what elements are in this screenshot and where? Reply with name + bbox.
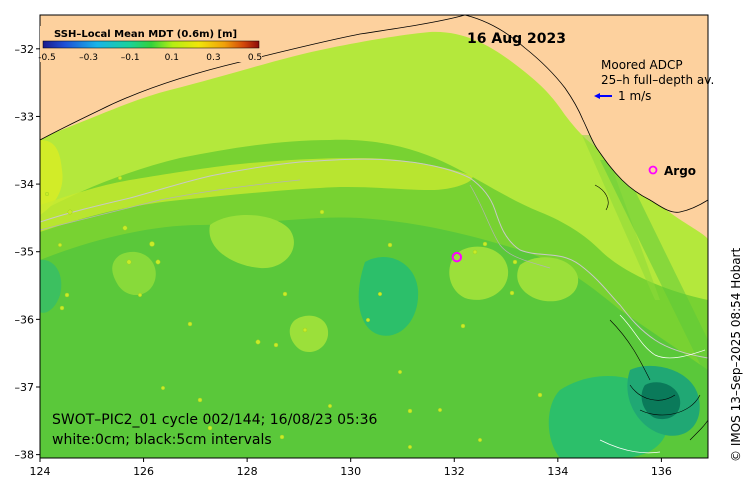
colorbar-tick-label: 0.5 <box>248 53 262 63</box>
map-date-title: 16 Aug 2023 <box>467 31 566 47</box>
adcp-legend: Moored ADCP 25–h full–depth av. 1 m/s <box>594 58 714 103</box>
ssh-field <box>40 15 708 458</box>
eddy-bright-1 <box>209 214 294 269</box>
argo-float-marker[interactable] <box>451 251 463 263</box>
y-tick-label: –33 <box>15 110 35 123</box>
eddy-bright-2 <box>449 246 509 300</box>
colorbar-tick-label: 0.3 <box>206 53 220 63</box>
swot-swath-stripe-2 <box>600 160 708 380</box>
eddy-bright-3 <box>517 257 579 302</box>
x-tick-label: 124 <box>30 465 51 478</box>
data-dots <box>44 175 543 450</box>
eddy-bright-4 <box>289 315 329 353</box>
colorbar-ticks: -0.5 –0.3 –0.1 0.1 0.3 0.5 <box>38 53 262 63</box>
swot-cycle-label: SWOT–PIC2_01 cycle 002/144; 16/08/23 05:… <box>52 412 378 428</box>
adcp-arrow-head-icon <box>594 93 600 99</box>
colorbar: SSH–Local Mean MDT (0.6m) [m] -0.5 –0.3 –0… <box>38 26 262 63</box>
ssh-high-west <box>40 140 63 215</box>
eddy-bright-5 <box>112 251 156 296</box>
ssh-yellow-band <box>40 158 473 232</box>
isobath-grey-2 <box>40 179 551 269</box>
y-tick-label: –34 <box>15 178 35 191</box>
y-tick-label: –37 <box>15 381 35 394</box>
colorbar-tick-label: –0.1 <box>121 53 140 63</box>
contour-interval-label: white:0cm; black:5cm intervals <box>52 432 272 448</box>
swot-swath-stripe <box>582 135 660 300</box>
adcp-legend-subtitle: 25–h full–depth av. <box>601 73 714 87</box>
colorbar-tick-label: -0.5 <box>38 53 56 63</box>
argo-legend-marker-icon <box>648 165 658 175</box>
eddy-teal-1 <box>358 257 419 336</box>
colorbar-title: SSH–Local Mean MDT (0.6m) [m] <box>54 29 237 40</box>
coast-land-east <box>465 15 708 213</box>
argo-legend-label: Argo <box>664 164 696 178</box>
x-tick-label: 130 <box>340 465 361 478</box>
x-tick-label: 126 <box>133 465 154 478</box>
y-axis: –32 –33 –34 –35 –36 –37 –38 <box>15 43 40 462</box>
isobath-grey <box>40 158 708 359</box>
x-axis: 124 126 128 130 132 134 136 <box>30 458 672 478</box>
x-tick-label: 132 <box>444 465 465 478</box>
argo-legend: Argo <box>648 164 696 178</box>
adcp-legend-title: Moored ADCP <box>601 58 683 72</box>
x-tick-label: 136 <box>651 465 672 478</box>
colorbar-tick-label: –0.3 <box>79 53 98 63</box>
x-tick-label: 128 <box>237 465 258 478</box>
x-tick-label: 134 <box>547 465 568 478</box>
y-tick-label: –35 <box>15 246 35 259</box>
colorbar-gradient <box>42 40 260 49</box>
colorbar-tick-label: 0.1 <box>165 53 179 63</box>
plot-frame <box>39 14 709 459</box>
contour-white <box>599 314 706 454</box>
eddy-teal-2 <box>40 259 62 313</box>
y-tick-label: –36 <box>15 313 35 326</box>
y-tick-label: –32 <box>15 43 35 56</box>
y-tick-label: –38 <box>15 449 35 462</box>
eddy-teal-5 <box>641 382 681 420</box>
adcp-scale-label: 1 m/s <box>618 89 651 103</box>
imos-credit: © IMOS 13–Sep–2025 08:54 Hobart <box>729 248 743 462</box>
contour-black <box>594 184 708 441</box>
